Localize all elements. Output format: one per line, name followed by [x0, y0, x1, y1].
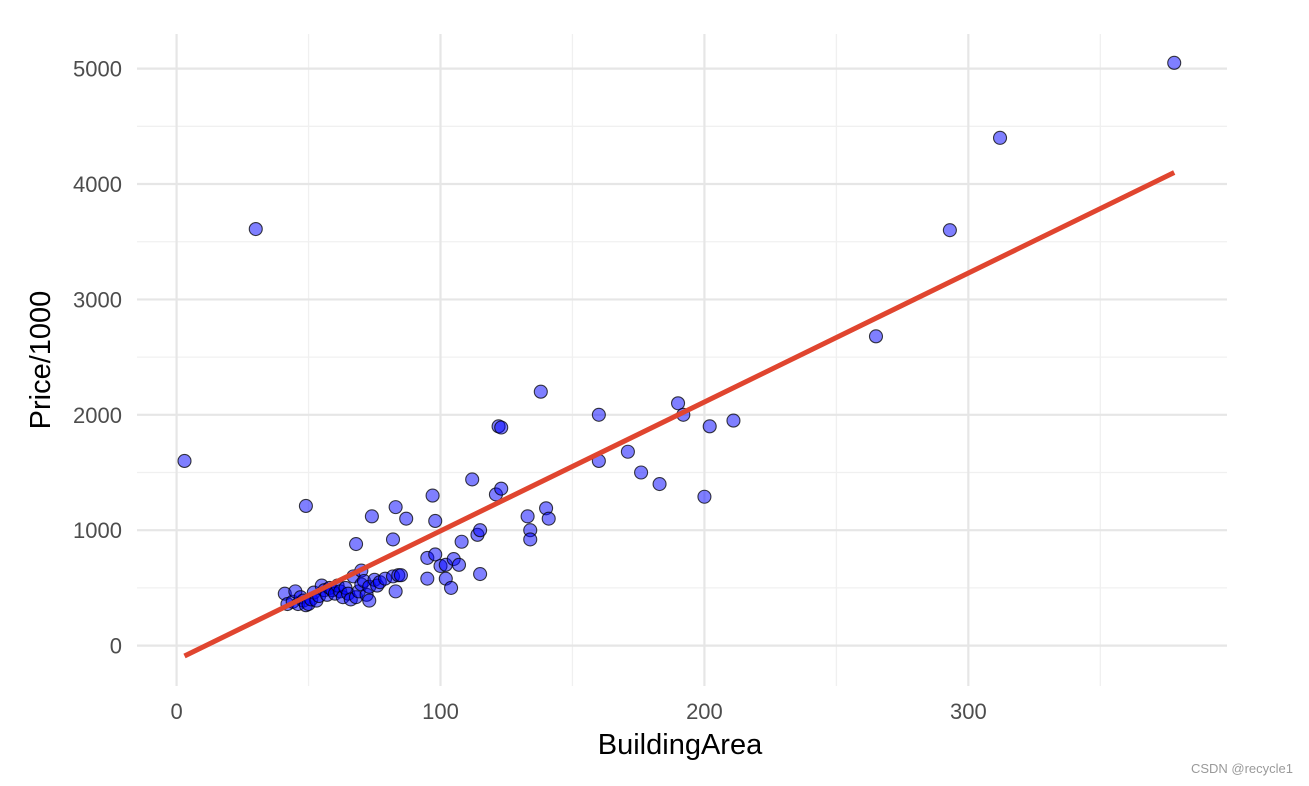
- data-point: [428, 547, 443, 562]
- data-point: [868, 329, 884, 344]
- data-point: [494, 481, 509, 496]
- data-point: [652, 476, 667, 492]
- data-point: [388, 584, 403, 599]
- data-point: [473, 523, 488, 538]
- data-point: [388, 500, 403, 515]
- data-point: [726, 413, 741, 428]
- data-point: [399, 511, 414, 526]
- major-gridlines: [137, 34, 1227, 686]
- data-point: [451, 557, 467, 572]
- trend-line-layer: [183, 170, 1176, 659]
- data-point: [591, 407, 606, 422]
- y-tick-label: 3000: [73, 287, 122, 312]
- data-point: [425, 488, 440, 503]
- data-point: [349, 537, 364, 552]
- data-point: [362, 593, 377, 608]
- x-axis-ticks: 0 100 200 300: [170, 699, 986, 724]
- x-tick-label: 100: [422, 699, 459, 724]
- data-point: [364, 509, 379, 524]
- data-point: [697, 489, 712, 504]
- data-point: [1167, 55, 1182, 70]
- data-point: [428, 513, 443, 529]
- data-point: [992, 130, 1008, 145]
- x-tick-label: 200: [686, 699, 723, 724]
- data-point: [393, 568, 408, 583]
- y-tick-label: 5000: [73, 57, 122, 82]
- x-tick-label: 0: [170, 699, 182, 724]
- data-point: [523, 532, 538, 547]
- data-point: [942, 223, 957, 238]
- data-point: [520, 509, 535, 524]
- data-point: [541, 511, 556, 526]
- data-point: [494, 420, 509, 435]
- data-point: [444, 580, 459, 595]
- data-point: [634, 465, 649, 480]
- data-point: [620, 444, 635, 459]
- data-point: [177, 453, 192, 469]
- data-point: [473, 567, 488, 582]
- data-point: [298, 498, 313, 514]
- data-point: [248, 221, 263, 237]
- trend-line: [183, 170, 1176, 659]
- data-point: [533, 384, 548, 399]
- data-point: [670, 396, 686, 411]
- y-tick-label: 1000: [73, 518, 122, 543]
- data-points: [177, 55, 1182, 613]
- data-point: [465, 472, 480, 487]
- x-tick-label: 300: [950, 699, 987, 724]
- y-axis-title: Price/1000: [25, 291, 57, 430]
- x-axis-title: BuildingArea: [598, 729, 763, 761]
- data-point: [454, 534, 469, 549]
- y-tick-label: 0: [110, 634, 122, 659]
- data-point: [385, 532, 401, 547]
- data-point: [420, 571, 435, 586]
- watermark-text: CSDN @recycle1: [1190, 761, 1293, 776]
- data-point: [702, 419, 717, 434]
- y-tick-label: 4000: [73, 172, 122, 197]
- y-tick-label: 2000: [73, 403, 122, 428]
- y-axis-ticks: 0 1000 2000 3000 4000 5000: [73, 57, 122, 659]
